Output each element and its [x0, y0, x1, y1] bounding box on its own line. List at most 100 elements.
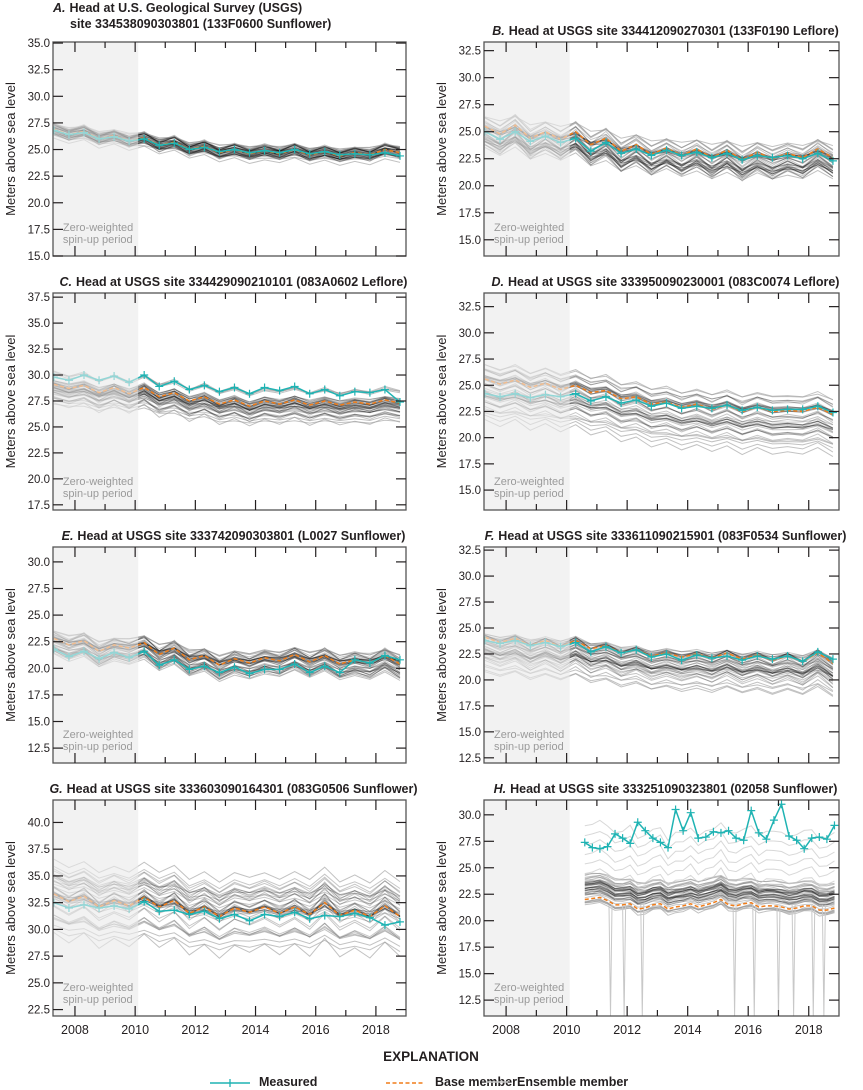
- measured-point: [350, 909, 359, 918]
- ensemble-member-line: [584, 878, 835, 895]
- measured-point: [632, 395, 641, 404]
- panel-title-line: Head at U.S. Geological Survey (USGS): [70, 1, 303, 15]
- legend-label: Ensemble member: [517, 1075, 628, 1089]
- measured-point: [185, 910, 194, 919]
- y-tick-label: 27.5: [459, 836, 481, 848]
- measured-point: [632, 145, 641, 153]
- ensemble-member-line: [584, 887, 835, 902]
- measured-point: [753, 403, 762, 412]
- measured-point: [320, 911, 329, 920]
- plot-area: [484, 547, 837, 763]
- ensemble-member-spike: [791, 904, 796, 1016]
- base-member-line: [53, 637, 401, 666]
- measured-point: [633, 818, 642, 827]
- ensemble-member-line: [584, 881, 835, 897]
- panel-title-line: Head at USGS site 333603090164301 (083G0…: [67, 782, 418, 796]
- measured-point: [679, 826, 688, 835]
- measured-point: [215, 668, 224, 677]
- measured-point: [155, 661, 164, 670]
- spinup-fade: [484, 293, 570, 510]
- y-tick-label: 27.5: [28, 118, 50, 130]
- measured-point: [830, 821, 839, 830]
- measured-point: [815, 833, 824, 842]
- spinup-label-line: Zero-weighted: [63, 222, 133, 234]
- measured-point: [395, 917, 404, 926]
- ensemble-member-line: [584, 885, 835, 901]
- measured-point: [395, 151, 404, 160]
- x-tick-label: 2018: [795, 1023, 823, 1037]
- spinup-fade: [484, 42, 570, 256]
- measured-point: [350, 149, 359, 158]
- measured-point: [320, 662, 329, 671]
- measured-point: [155, 907, 164, 916]
- y-tick-label: 30.0: [459, 73, 481, 85]
- ensemble-member-line: [584, 874, 835, 891]
- ensemble-member-line: [584, 882, 835, 898]
- ensemble-members: [584, 819, 835, 1016]
- y-tick-label: 22.5: [28, 171, 50, 183]
- measured-point: [656, 838, 665, 847]
- panel-title-line: Head at USGS site 333950090230001 (083C0…: [508, 275, 839, 289]
- measured-point: [140, 647, 149, 656]
- measured-point: [380, 148, 389, 157]
- y-tick-label: 17.5: [28, 500, 50, 512]
- measured-point: [365, 388, 374, 397]
- measured-point: [380, 921, 389, 930]
- x-tick-label: 2010: [121, 1023, 149, 1037]
- ensemble-member-line: [584, 884, 835, 900]
- ensemble-member-line: [584, 881, 835, 895]
- y-tick-label: 35.0: [28, 871, 50, 883]
- y-axis-label: Meters above sea level: [434, 588, 449, 722]
- panel-f: Zero-weighted spin-up period 12.5 15.0 17.5 2…: [434, 529, 846, 765]
- measured-point: [738, 406, 747, 415]
- spinup-fade: [53, 42, 139, 256]
- panel-title-line: Head at USGS site 334429090210101 (083A0…: [76, 275, 407, 289]
- plot-area: [53, 42, 404, 256]
- measured-point: [617, 648, 626, 657]
- y-tick-label: 15.0: [459, 969, 481, 981]
- spinup-label-line: spin-up period: [494, 741, 564, 753]
- y-tick-label: 20.0: [28, 474, 50, 486]
- ensemble-member-line: [584, 887, 835, 903]
- ensemble-member-line: [584, 880, 835, 894]
- x-tick-label: 2016: [734, 1023, 762, 1037]
- ensemble-member-line: [584, 839, 835, 860]
- measured-point: [813, 647, 822, 656]
- x-tick-label: 2012: [181, 1023, 209, 1037]
- y-tick-label: 20.0: [28, 198, 50, 210]
- measured-point: [747, 806, 756, 815]
- y-tick-label: 22.5: [28, 637, 50, 649]
- measured-point: [692, 402, 701, 411]
- measured-point: [707, 654, 716, 663]
- y-tick-label: 17.5: [459, 942, 481, 954]
- measured-point: [586, 147, 595, 156]
- x-tick-label: 2008: [61, 1023, 89, 1037]
- ensemble-member-line: [584, 883, 835, 898]
- panel-title-line: Head at USGS site 333742090303801 (L0027…: [77, 529, 405, 543]
- panel-c: Zero-weighted spin-up period 17.5 20.0 22.5 2…: [3, 275, 407, 512]
- x-tick-label: 2018: [362, 1023, 390, 1037]
- spinup-label-line: spin-up period: [63, 488, 133, 500]
- measured-point: [813, 402, 822, 411]
- measured-point: [648, 834, 657, 843]
- plot-area: [53, 293, 404, 510]
- measured-point: [792, 836, 801, 845]
- y-tick-label: 20.0: [459, 433, 481, 445]
- ensemble-member-line: [584, 888, 835, 902]
- measured-point: [798, 154, 807, 163]
- plot-area: [484, 42, 837, 256]
- y-tick-label: 37.5: [28, 292, 50, 304]
- measured-point: [335, 150, 344, 159]
- measured-point: [155, 382, 164, 391]
- measured-point: [155, 141, 164, 150]
- y-tick-label: 30.0: [459, 328, 481, 340]
- measured-point: [677, 151, 686, 160]
- panel-h: Zero-weighted spin-up period 12.5 15.0 17.5 2…: [434, 782, 840, 1037]
- measured-point: [769, 816, 778, 825]
- legend: EXPLANATION Measured Base member Ensemble m…: [210, 1049, 628, 1089]
- measured-point: [709, 827, 718, 836]
- measured-point: [716, 828, 725, 837]
- plot-area: [484, 293, 837, 510]
- measured-point: [140, 371, 149, 380]
